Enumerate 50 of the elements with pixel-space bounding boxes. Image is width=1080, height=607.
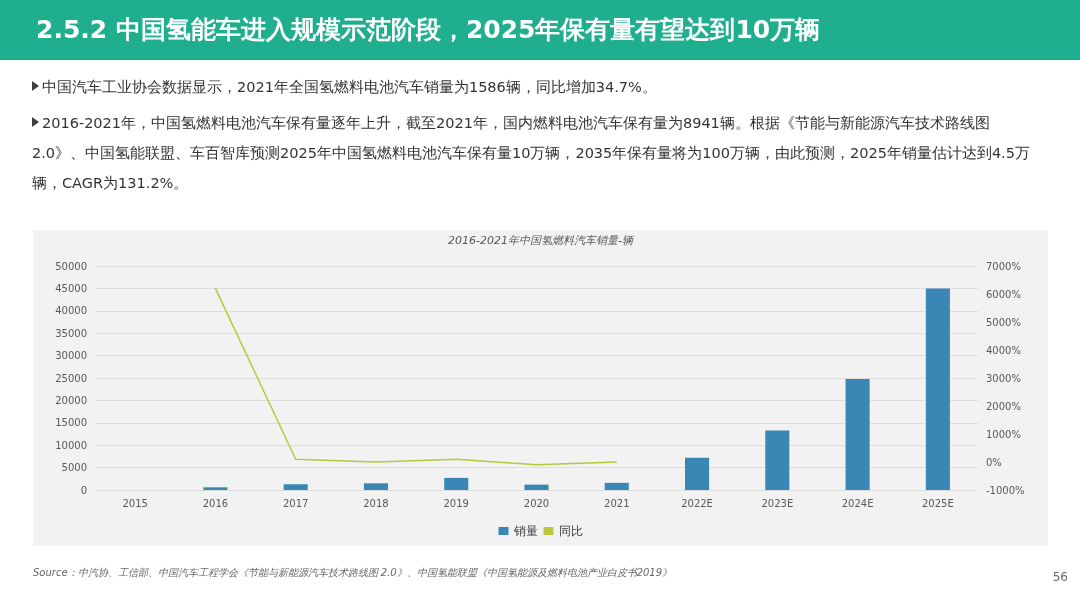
x-tick-label: 2017 (282, 497, 309, 509)
bar (363, 483, 388, 490)
bar (685, 457, 710, 490)
y2-tick-label: 4000% (986, 344, 1021, 356)
bar (524, 484, 549, 490)
x-tick-label: 2023E (761, 497, 794, 509)
y-tick-label: 10000 (55, 439, 87, 451)
chart-subtitle: 2016-2021年中国氢燃料汽车销量-辆 (448, 234, 635, 247)
x-tick-label: 2021 (604, 497, 630, 509)
bar (604, 482, 629, 490)
x-tick-label: 2020 (523, 497, 550, 509)
y2-tick-label: 3000% (986, 372, 1021, 384)
bar (845, 378, 870, 490)
source-note: Source：中汽协、工信部、中国汽车工程学会《节能与新能源汽车技术路线图 2.0》、中国氢能联盟《中国氢能源及燃料电池产业白皮书2019》 (33, 566, 673, 580)
y-tick-label: 30000 (55, 350, 87, 362)
bar (925, 288, 950, 490)
legend-label: 同比 (558, 524, 583, 538)
y2-tick-label: 2000% (986, 400, 1021, 412)
text: 56 (1052, 570, 1068, 584)
y-tick-label: 45000 (55, 282, 87, 294)
bar (444, 477, 469, 490)
x-tick-label: 2016 (202, 497, 229, 509)
bar (765, 430, 790, 490)
x-tick-label: 2025E (921, 497, 954, 509)
bar (283, 484, 308, 490)
line-series (214, 287, 618, 466)
x-tick-label: 2019 (443, 497, 469, 509)
y-tick-label: 25000 (55, 372, 87, 384)
y-tick-label: 35000 (55, 327, 87, 339)
y2-tick-label: -1000% (986, 484, 1025, 496)
text: 中国汽车工业协会数据显示，2021年全国氢燃料电池汽车销量为1586辆，同比增加34.7%。 (41, 78, 658, 97)
x-tick-label: 2024E (841, 497, 874, 509)
x-tick-label: 2022E (681, 497, 713, 509)
y-tick-label: 0 (80, 484, 87, 496)
y-tick-label: 20000 (55, 394, 87, 406)
y2-tick-label: 5000% (986, 316, 1021, 328)
chart-title: 2.5.2 中国氢能车进入规模示范阶段，2025年保有量有望达到10万辆 (0, 0, 1080, 60)
bar (203, 487, 228, 490)
y2-tick-label: 0% (986, 456, 1002, 468)
y-tick-label: 50000 (55, 260, 87, 272)
text: 2016-2021年，中国氢燃料电池汽车保有量逐年上升，截至2021年，国内燃料电池汽车保有量为8941辆。根据《节能与新能源汽车技术路线图 2.0》、中国氢能联盟、车百智库预测2025年中国氢燃料电池汽车保有量10万辆，2035年保有量将为100万辆，由此预测，2025年销量估计达到4.5万辆，CAGR为131.2%。 (32, 114, 1031, 193)
y-tick-label: 40000 (55, 305, 87, 317)
y2-tick-label: 6000% (986, 288, 1021, 300)
x-tick-label: 2015 (122, 497, 148, 509)
x-tick-label: 2018 (363, 497, 389, 509)
legend-label: 销量 (512, 524, 538, 538)
y2-tick-label: 7000% (986, 260, 1021, 272)
y2-tick-label: 1000% (986, 428, 1021, 440)
y-tick-label: 5000 (61, 462, 87, 474)
y-tick-label: 15000 (55, 417, 87, 429)
